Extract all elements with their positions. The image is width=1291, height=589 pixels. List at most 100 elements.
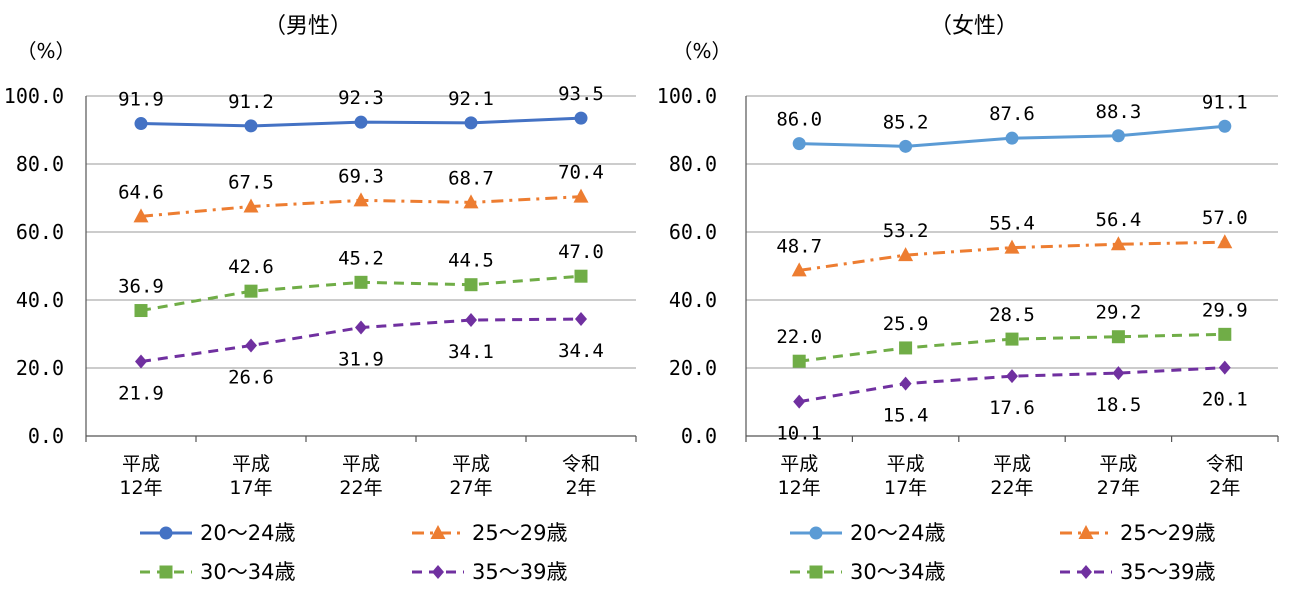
data-point — [899, 139, 913, 153]
data-label: 87.6 — [989, 103, 1035, 125]
data-label: 92.1 — [448, 88, 494, 110]
data-point — [574, 111, 588, 125]
data-label: 86.0 — [776, 109, 822, 131]
x-tick-label: 平成 17年 — [229, 453, 272, 499]
data-point — [1111, 330, 1125, 344]
data-label: 44.5 — [448, 250, 494, 272]
y-tick-label: 0.0 — [28, 424, 64, 448]
data-point — [899, 341, 913, 355]
legend-label: 30～34歳 — [850, 560, 945, 584]
series-line — [798, 240, 1225, 272]
y-tick-label: 100.0 — [657, 84, 717, 108]
data-point — [1004, 239, 1020, 254]
legend-marker — [809, 565, 823, 579]
y-tick-label: 80.0 — [669, 152, 717, 176]
data-label: 91.1 — [1202, 91, 1248, 113]
y-tick-label: 20.0 — [669, 356, 717, 380]
x-tick-label: 平成 27年 — [449, 453, 492, 499]
data-label: 47.0 — [558, 241, 604, 263]
legend-marker — [159, 565, 173, 579]
legend-marker — [1078, 525, 1094, 539]
y-tick-label: 40.0 — [669, 288, 717, 312]
data-label: 92.3 — [338, 87, 384, 109]
data-label: 57.0 — [1202, 207, 1248, 229]
data-point — [354, 115, 368, 129]
data-label: 34.1 — [448, 341, 494, 363]
data-point — [464, 116, 478, 130]
chart-female-svg: （女性） （%） 0.0 20.0 40.0 60.0 80.0 100.0 平成 12年 平成 17… — [657, 14, 1279, 584]
data-label: 91.2 — [228, 91, 274, 113]
y-tick-label: 40.0 — [16, 288, 64, 312]
y-unit-label: （%） — [16, 39, 75, 63]
data-label: 69.3 — [338, 165, 384, 187]
data-point — [1218, 327, 1232, 341]
data-label: 68.7 — [448, 167, 494, 189]
data-point — [133, 208, 149, 223]
data-label: 18.5 — [1096, 394, 1142, 416]
y-unit-label: （%） — [672, 39, 731, 63]
data-label: 42.6 — [228, 256, 274, 278]
data-label: 56.4 — [1096, 209, 1142, 231]
data-point — [244, 119, 258, 133]
data-point — [1218, 119, 1232, 133]
data-point — [243, 198, 259, 213]
chart-title: （男性） — [264, 14, 352, 39]
data-point — [463, 194, 479, 209]
data-point — [1005, 131, 1019, 145]
data-point — [134, 117, 148, 131]
chart-panel-female: （女性） （%） 0.0 20.0 40.0 60.0 80.0 100.0 平成 12年 平成 17… — [645, 0, 1290, 589]
data-label: 45.2 — [338, 247, 384, 269]
data-point — [575, 312, 587, 327]
chart-panel-male: （男性） （%） 0.0 20.0 40.0 60.0 80.0 100.0 平成 12年 平成 17… — [0, 0, 645, 589]
x-tick-label: 平成 12年 — [119, 453, 162, 499]
data-point — [355, 320, 367, 335]
y-tick-label: 80.0 — [16, 152, 64, 176]
data-point — [1111, 129, 1125, 143]
data-label: 64.6 — [118, 181, 164, 203]
data-point — [353, 192, 369, 207]
legend-label: 25～29歳 — [1120, 521, 1215, 545]
data-label: 15.4 — [883, 405, 929, 427]
legend-marker — [159, 526, 173, 540]
data-point — [793, 394, 806, 409]
y-tick-label: 60.0 — [669, 220, 717, 244]
x-tick-label: 平成 22年 — [339, 453, 382, 499]
data-label: 29.2 — [1096, 302, 1142, 324]
data-point — [899, 376, 912, 391]
data-label: 20.1 — [1202, 389, 1248, 411]
y-tick-label: 0.0 — [681, 424, 717, 448]
data-label: 85.2 — [883, 111, 929, 133]
data-label: 48.7 — [776, 235, 822, 257]
y-tick-label: 60.0 — [16, 220, 64, 244]
x-tick-label: 平成 17年 — [884, 453, 927, 499]
legend-label: 35～39歳 — [472, 560, 567, 584]
data-point — [898, 247, 914, 262]
data-label: 22.0 — [776, 326, 822, 348]
data-point — [465, 313, 477, 328]
data-point — [574, 269, 588, 283]
data-point — [1217, 234, 1233, 249]
data-point — [573, 188, 589, 203]
data-label: 17.6 — [989, 397, 1035, 419]
legend-label: 35～39歳 — [1120, 560, 1215, 584]
data-point — [792, 354, 806, 368]
x-tick-label: 令和 2年 — [1206, 453, 1244, 499]
data-point — [464, 278, 478, 292]
legend-label: 25～29歳 — [472, 521, 567, 545]
data-point — [792, 137, 806, 151]
legend-marker — [432, 565, 444, 579]
data-point — [1006, 369, 1018, 384]
data-point — [134, 304, 148, 318]
data-point — [245, 338, 257, 353]
legend-label: 30～34歳 — [200, 560, 295, 584]
data-label: 31.9 — [338, 349, 384, 371]
legend-label: 20～24歳 — [200, 521, 295, 545]
legend-marker — [430, 525, 446, 539]
data-label: 91.9 — [118, 89, 164, 111]
data-label: 67.5 — [228, 172, 274, 194]
data-point — [135, 354, 147, 369]
legend-marker — [809, 526, 823, 540]
series-line — [798, 366, 1225, 404]
data-label: 28.5 — [989, 304, 1035, 326]
data-point — [1112, 366, 1125, 381]
